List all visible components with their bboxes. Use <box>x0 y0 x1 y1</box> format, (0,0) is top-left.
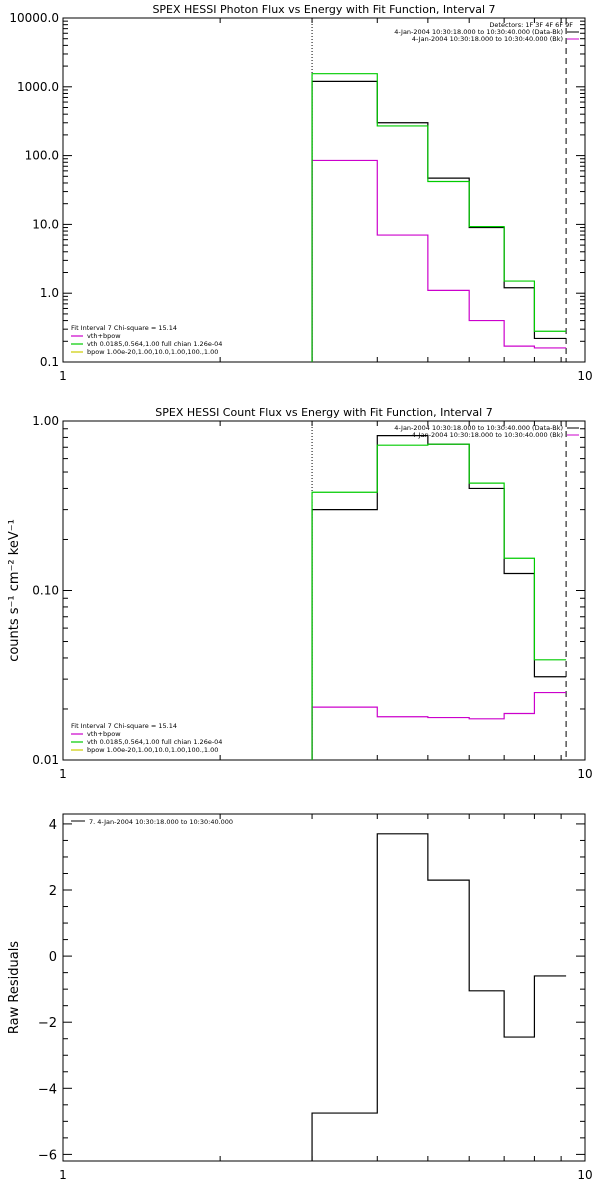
panel-2: SPEX HESSI Count Flux vs Energy with Fit… <box>7 406 593 781</box>
legend-entry: 7. 4-Jan-2004 10:30:18.000 to 10:30:40.0… <box>89 818 233 826</box>
x-tick-label: 10 <box>577 369 592 383</box>
legend-entry: vth+bpow <box>87 332 121 340</box>
series-1-histogram <box>311 435 567 760</box>
series-2-histogram <box>311 443 567 760</box>
y-tick-label: 100.0 <box>25 149 59 163</box>
y-tick-label: −4 <box>38 1082 57 1097</box>
series-3-histogram <box>311 691 567 760</box>
y-tick-label: 0 <box>49 950 57 965</box>
y-tick-label: 1000.0 <box>17 80 59 94</box>
legend-fit-header: Fit Interval 7 Chi-square = 15.14 <box>71 324 177 332</box>
chart-title: SPEX HESSI Count Flux vs Energy with Fit… <box>155 406 492 419</box>
y-tick-label: −2 <box>38 1016 57 1031</box>
x-tick-label: 10 <box>577 1168 592 1182</box>
legend-entry: bpow 1.00e-20,1.00,10.0,1.00,100.,1.00 <box>87 348 218 356</box>
y-tick-label: −6 <box>38 1148 57 1163</box>
x-tick-label: 1 <box>59 1168 67 1182</box>
series-1-histogram <box>311 833 567 1161</box>
plot-frame <box>62 17 586 363</box>
series-1-histogram <box>311 80 567 362</box>
legend-entry: 4-Jan-2004 10:30:18.000 to 10:30:40.000 … <box>412 431 563 439</box>
y-tick-label: 1.0 <box>40 286 59 300</box>
legend-entry: vth 0.0185,0.564,1.00 full chian 1.26e-0… <box>87 738 222 746</box>
y-tick-label: 0.1 <box>40 355 59 369</box>
y-tick-label: 10000.0 <box>9 11 59 25</box>
y-tick-label: 2 <box>49 884 57 899</box>
y-tick-label: 1.00 <box>32 414 59 428</box>
legend-entry: 4-Jan-2004 10:30:18.000 to 10:30:40.000 … <box>394 28 563 36</box>
chart-title: SPEX HESSI Photon Flux vs Energy with Fi… <box>152 3 495 16</box>
y-tick-label: 10.0 <box>32 217 59 231</box>
y-tick-label: 4 <box>49 818 57 833</box>
x-tick-label: 1 <box>59 767 67 781</box>
y-axis-label: counts s⁻¹ cm⁻² keV⁻¹ <box>7 519 22 662</box>
legend-entry: vth 0.0185,0.564,1.00 full chian 1.26e-0… <box>87 340 222 348</box>
legend-entry: 4-Jan-2004 10:30:18.000 to 10:30:40.000 … <box>394 424 563 432</box>
plot-frame <box>62 813 586 1162</box>
panel-1: SPEX HESSI Photon Flux vs Energy with Fi… <box>9 3 592 383</box>
x-tick-label: 10 <box>577 767 592 781</box>
y-tick-label: 0.01 <box>32 753 59 767</box>
legend-entry: vth+bpow <box>87 730 121 738</box>
y-tick-label: 0.10 <box>32 584 59 598</box>
x-tick-label: 1 <box>59 369 67 383</box>
series-3-histogram <box>311 159 567 362</box>
series-2-histogram <box>311 73 567 362</box>
y-axis-label: Raw Residuals <box>7 941 22 1034</box>
legend-fit-header: Fit Interval 7 Chi-square = 15.14 <box>71 722 177 730</box>
legend-entry: 4-Jan-2004 10:30:18.000 to 10:30:40.000 … <box>412 35 563 43</box>
legend-entry: bpow 1.00e-20,1.00,10.0,1.00,100.,1.00 <box>87 746 218 754</box>
panel-3: 1 10 −6 −4 −2 0 2 4 Raw Residuals 7. 4-Jan-2004 1… <box>7 813 593 1182</box>
legend-header: Detectors: 1F 3F 4F 6F 9F <box>489 21 573 29</box>
plot-frame <box>62 420 586 761</box>
